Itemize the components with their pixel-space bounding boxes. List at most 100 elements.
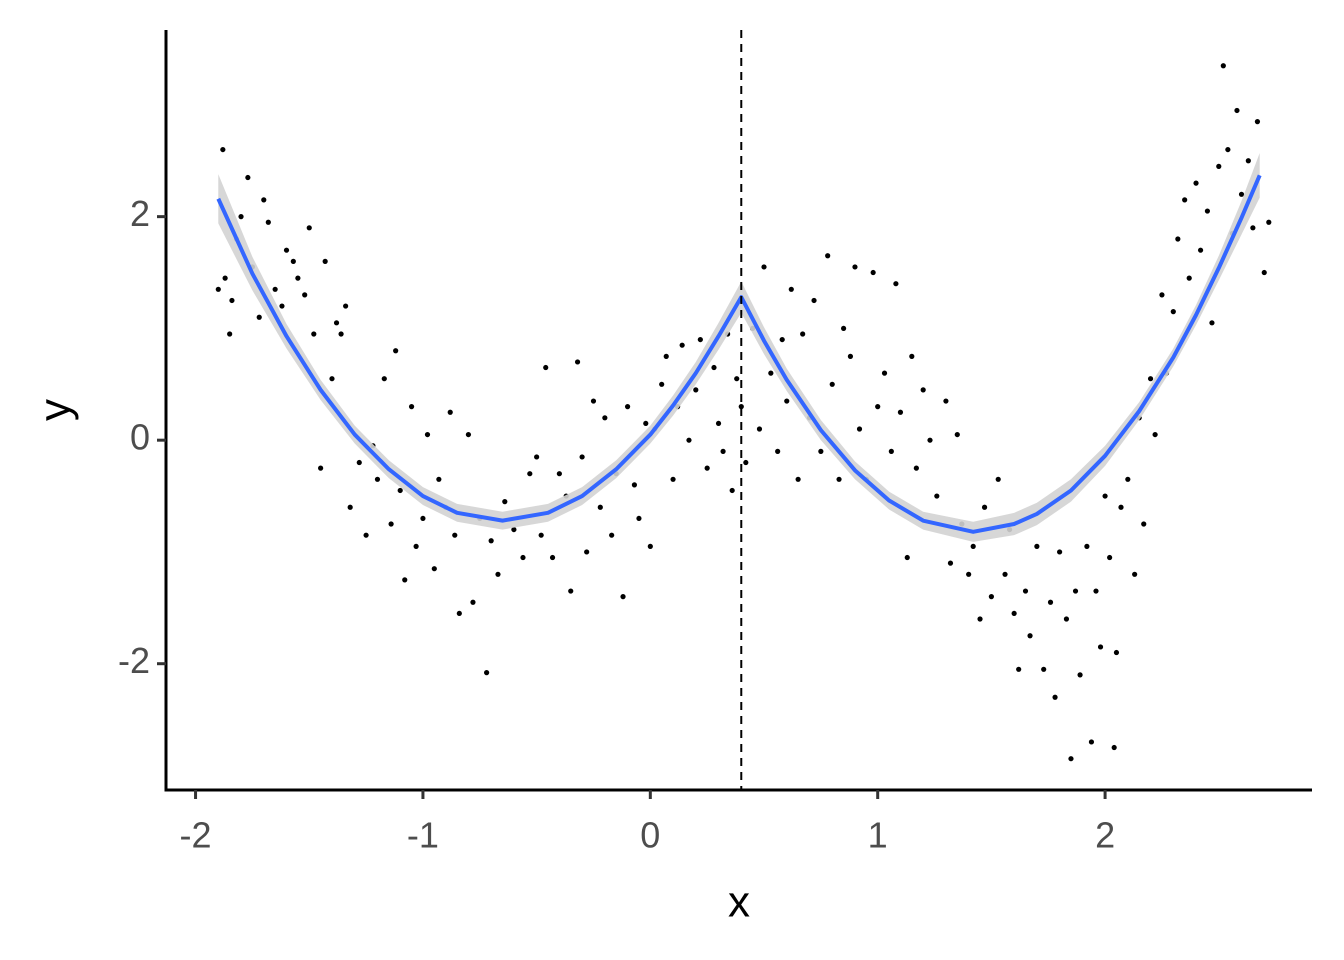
- confidence-band: [218, 152, 1260, 542]
- scatter-point: [306, 225, 312, 231]
- scatter-point: [795, 476, 801, 482]
- scatter-point: [1193, 180, 1199, 186]
- scatter-point: [1041, 666, 1047, 672]
- scatter-point: [456, 610, 462, 617]
- scatter-point: [574, 359, 581, 365]
- scatter-point: [966, 571, 972, 577]
- x-tick-label: -1: [407, 815, 439, 856]
- scatter-point: [897, 409, 904, 415]
- scatter-point: [800, 331, 806, 337]
- scatter-point: [295, 275, 301, 281]
- scatter-point: [934, 493, 940, 499]
- scatter-point: [1072, 588, 1079, 594]
- scatter-point: [272, 286, 278, 292]
- scatter-point: [1197, 247, 1204, 253]
- scatter-point: [549, 554, 556, 561]
- scatter-point: [847, 353, 854, 359]
- scatter-point: [729, 487, 735, 494]
- scatter-point: [333, 320, 340, 326]
- scatter-point: [904, 554, 910, 561]
- scatter-point: [970, 543, 976, 549]
- scatter-point: [825, 253, 831, 259]
- scatter-point: [597, 504, 603, 510]
- scatter-point: [927, 437, 933, 443]
- scatter-point: [261, 197, 267, 203]
- scatter-point: [1175, 236, 1181, 242]
- scatter-point: [715, 420, 722, 427]
- scatter-point: [1077, 672, 1083, 678]
- scatter-point: [659, 381, 665, 387]
- scatter-point: [538, 532, 544, 538]
- scatter-point: [590, 398, 597, 404]
- scatter-point: [663, 353, 669, 359]
- scatter-point: [775, 448, 781, 454]
- scatter-point: [1152, 431, 1158, 438]
- x-tick-label: 2: [1095, 815, 1115, 856]
- x-axis-title: x: [728, 878, 750, 927]
- scatter-point: [227, 331, 233, 337]
- scatter-point: [888, 448, 894, 454]
- scatter-point: [913, 465, 919, 471]
- scatter-point: [470, 599, 476, 605]
- x-tick-label: 1: [868, 815, 888, 856]
- scatter-point: [1027, 633, 1033, 639]
- scatter-point: [381, 376, 387, 382]
- scatter-point: [943, 398, 949, 404]
- scatter-point: [347, 504, 353, 510]
- scatter-point: [647, 543, 653, 549]
- scatter-point: [397, 487, 403, 494]
- scatter-point: [220, 146, 226, 153]
- scatter-point: [420, 515, 426, 522]
- scatter-point: [408, 404, 415, 410]
- scatter-point: [393, 348, 399, 354]
- scatter-point: [229, 297, 235, 304]
- scatter-point: [452, 532, 458, 538]
- scatter-point: [679, 342, 685, 348]
- scatter-point: [1159, 292, 1165, 298]
- scatter-point: [413, 543, 419, 549]
- scatter-point: [852, 264, 858, 270]
- scatter-point: [743, 459, 749, 466]
- scatter-point: [436, 476, 442, 482]
- scatter-point: [222, 275, 228, 281]
- y-tick-label: 0: [130, 417, 150, 458]
- scatter-point: [484, 670, 490, 676]
- scatter-point: [1147, 376, 1154, 382]
- scatter-point: [1063, 616, 1070, 622]
- scatter-point: [1170, 309, 1176, 315]
- scatter-point: [1047, 599, 1054, 605]
- scatter-point: [343, 303, 349, 309]
- scatter-point: [893, 281, 899, 287]
- scatter-point: [1266, 219, 1272, 225]
- scatter-point: [527, 471, 533, 477]
- scatter-point: [1097, 644, 1104, 650]
- scatter-point: [1034, 543, 1040, 549]
- scatter-point: [954, 431, 960, 438]
- scatter-point: [356, 459, 362, 466]
- scatter-point: [1118, 504, 1124, 510]
- scatter-point: [686, 437, 692, 443]
- scatter-point: [279, 303, 285, 309]
- scatter-point: [988, 594, 994, 600]
- scatter-point: [909, 353, 915, 359]
- scatter-point: [447, 409, 453, 415]
- scatter-point: [829, 381, 835, 387]
- y-tick-label: 2: [130, 193, 150, 234]
- scatter-point: [465, 431, 472, 438]
- scatter-point: [1093, 588, 1099, 594]
- scatter-point: [495, 571, 501, 577]
- scatter-point: [318, 465, 324, 471]
- scatter-point: [338, 331, 344, 337]
- scatter-point: [374, 476, 381, 482]
- scatter-point: [1204, 208, 1211, 214]
- scatter-point: [1254, 119, 1261, 125]
- scatter-point: [1011, 610, 1017, 617]
- scatter-point: [431, 566, 437, 572]
- scatter-point: [579, 454, 585, 460]
- scatter-point: [1102, 493, 1108, 499]
- y-tick-label: -2: [118, 640, 150, 681]
- scatter-point: [488, 538, 494, 544]
- scatter-point: [511, 526, 517, 533]
